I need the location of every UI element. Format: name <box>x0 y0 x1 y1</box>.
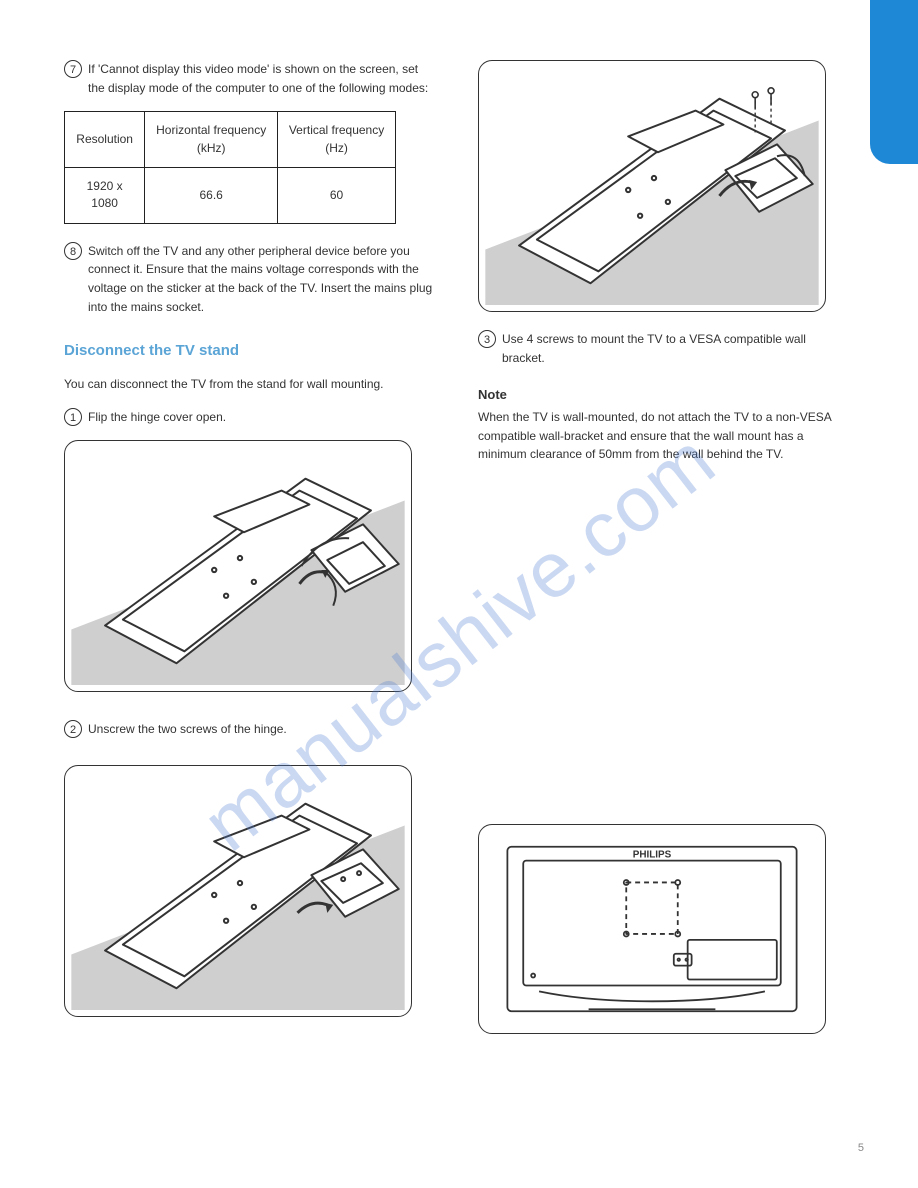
left-column: 7 If 'Cannot display this video mode' is… <box>64 60 434 1034</box>
two-column-layout: 7 If 'Cannot display this video mode' is… <box>64 60 866 1034</box>
right-column: 3 Use 4 screws to mount the TV to a VESA… <box>478 60 848 1034</box>
note-body: When the TV is wall-mounted, do not atta… <box>478 408 848 464</box>
step-2: 2 Unscrew the two screws of the hinge. <box>64 720 434 739</box>
table-cell: 1920 x 1080 <box>65 167 145 223</box>
step-1: 1 Flip the hinge cover open. <box>64 408 434 427</box>
page-number: 5 <box>858 1142 864 1154</box>
table-cell: 60 <box>278 167 396 223</box>
corner-tab <box>870 0 918 164</box>
note-label: Note <box>478 387 848 402</box>
step-8: 8 Switch off the TV and any other periph… <box>64 242 434 316</box>
step-text: Use 4 screws to mount the TV to a VESA c… <box>502 330 848 367</box>
table-header-cell: Vertical frequency (Hz) <box>278 112 396 168</box>
step-text: Unscrew the two screws of the hinge. <box>88 720 287 739</box>
step-number: 1 <box>64 408 82 426</box>
illustration-screws-removed <box>478 60 826 312</box>
step-3: 3 Use 4 screws to mount the TV to a VESA… <box>478 330 848 367</box>
step-number: 8 <box>64 242 82 260</box>
step-text: Switch off the TV and any other peripher… <box>88 242 434 316</box>
step-number: 3 <box>478 330 496 348</box>
step-number: 2 <box>64 720 82 738</box>
page: 7 If 'Cannot display this video mode' is… <box>0 0 918 1188</box>
table-header-cell: Resolution <box>65 112 145 168</box>
table-cell: 66.6 <box>145 167 278 223</box>
illustration-hinge-cover <box>64 440 412 692</box>
step-text: Flip the hinge cover open. <box>88 408 226 427</box>
section-heading: Disconnect the TV stand <box>64 342 434 359</box>
table-row: 1920 x 1080 66.6 60 <box>65 167 396 223</box>
illustration-stack: 2 Unscrew the two screws of the hinge. <box>64 440 434 1017</box>
note-block: Note When the TV is wall-mounted, do not… <box>478 387 848 464</box>
illustration-unscrew-hinge <box>64 765 412 1017</box>
table-header-cell: Horizontal frequency (kHz) <box>145 112 278 168</box>
table-row: Resolution Horizontal frequency (kHz) Ve… <box>65 112 396 168</box>
resolution-table: Resolution Horizontal frequency (kHz) Ve… <box>64 111 396 224</box>
section-intro: You can disconnect the TV from the stand… <box>64 375 434 394</box>
step-text: If 'Cannot display this video mode' is s… <box>88 60 434 97</box>
step-number: 7 <box>64 60 82 78</box>
brand-logo: PHILIPS <box>633 850 672 861</box>
illustration-rear-vesa: PHILIPS <box>478 824 826 1034</box>
step-7: 7 If 'Cannot display this video mode' is… <box>64 60 434 97</box>
